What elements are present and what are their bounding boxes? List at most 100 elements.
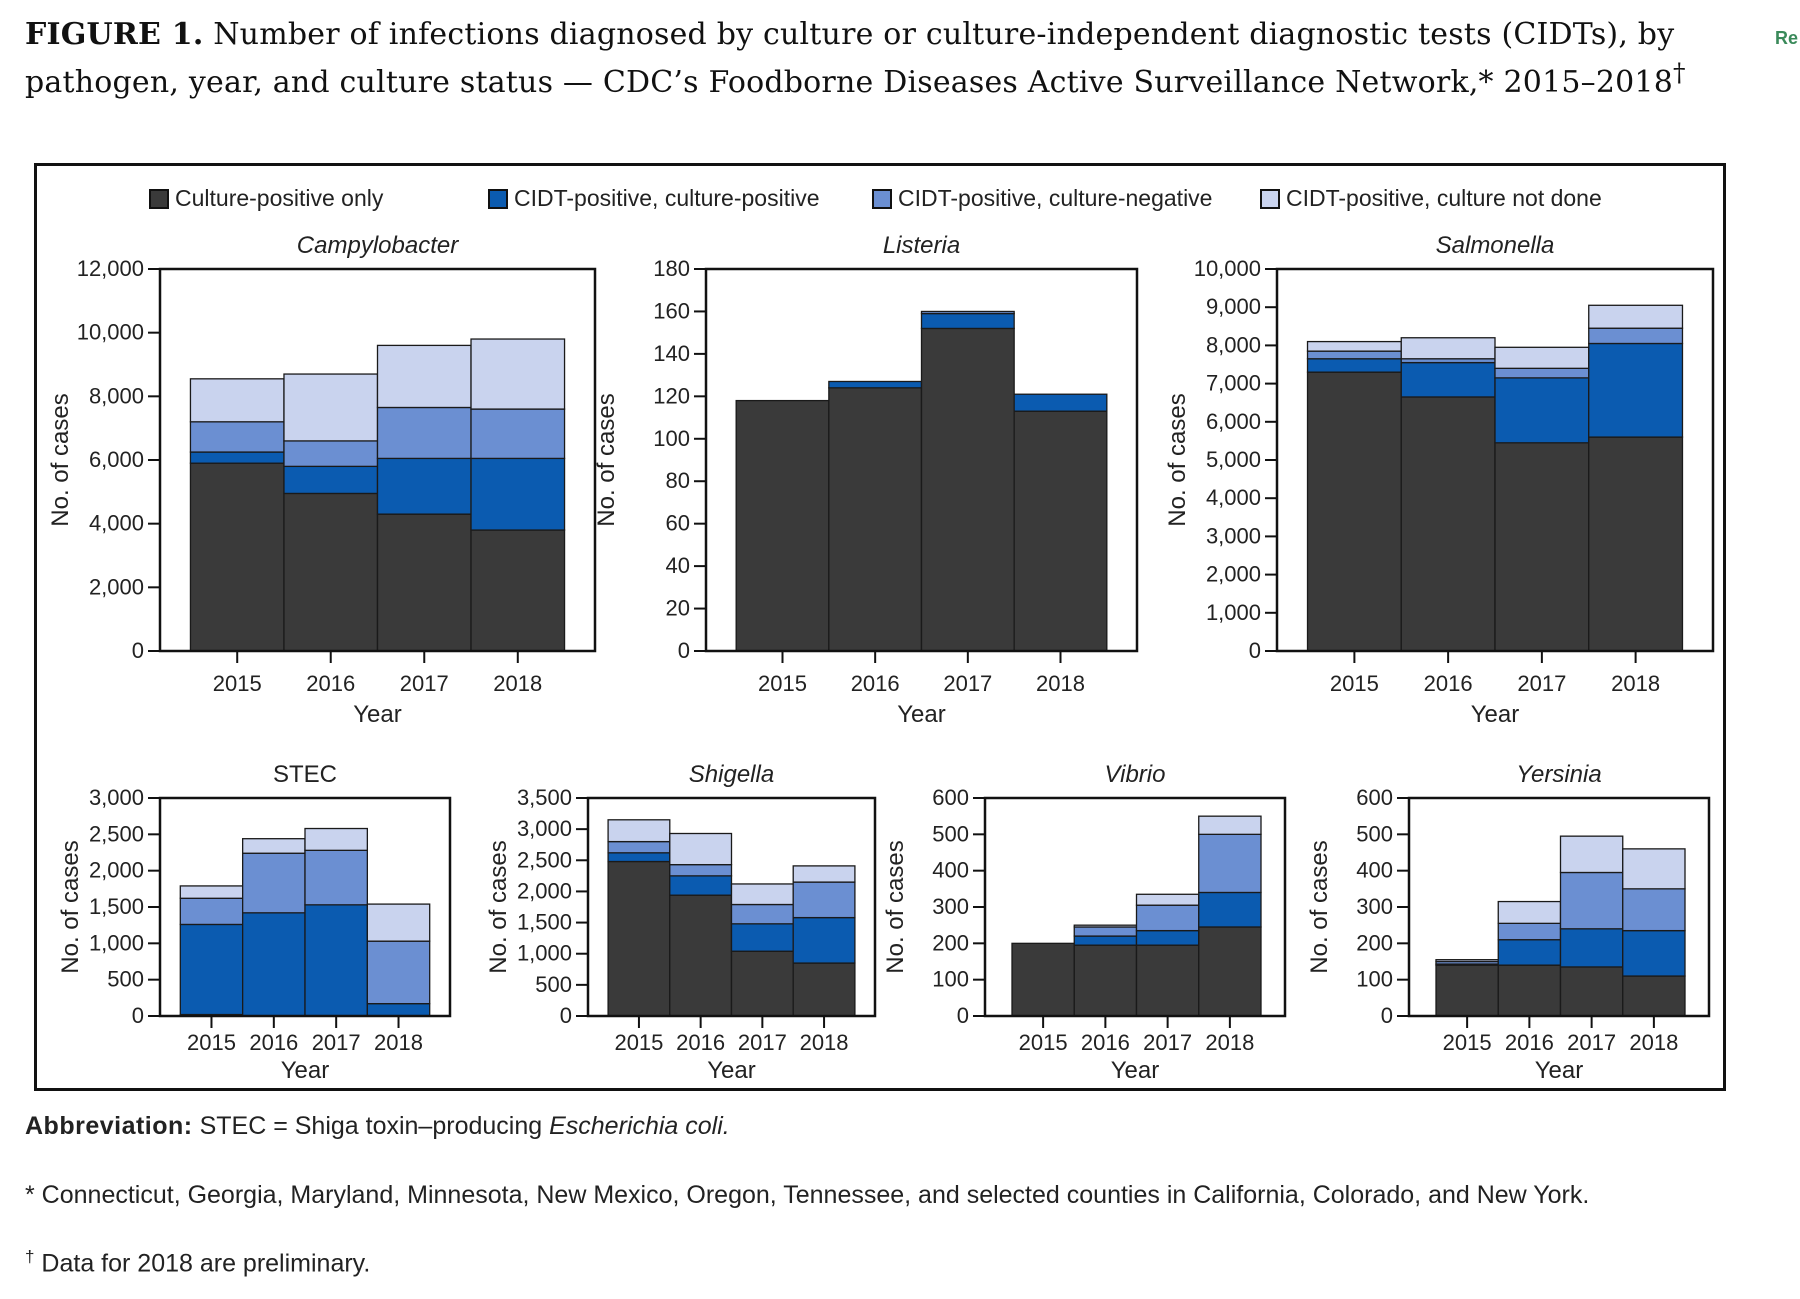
y-tick-label: 60 xyxy=(666,511,690,536)
bar-segment xyxy=(366,1002,431,1017)
chart-title: Listeria xyxy=(883,232,960,259)
y-tick-label: 500 xyxy=(107,967,144,992)
bar-segment xyxy=(669,863,733,877)
bar-segment xyxy=(283,373,379,442)
x-tick-label: 2015 xyxy=(614,1030,663,1055)
y-tick-label: 0 xyxy=(132,1003,144,1028)
legend-item-cidt-culture-negative: CIDT-positive, culture-negative xyxy=(872,185,1212,212)
x-tick-label: 2016 xyxy=(676,1030,725,1055)
x-tick-label: 2015 xyxy=(187,1030,236,1055)
y-tick-label: 200 xyxy=(932,930,969,955)
edge-text: Re xyxy=(1775,28,1799,48)
x-axis-label: Year xyxy=(1535,1057,1584,1084)
bar-segment xyxy=(1400,396,1496,652)
legend-swatch xyxy=(149,188,169,209)
dagger-mark: † xyxy=(25,1247,35,1266)
bar-segment xyxy=(1588,327,1684,345)
bar-segment xyxy=(792,865,856,883)
bar-segment xyxy=(366,940,431,1005)
bar-segment xyxy=(730,923,794,952)
bar-segment xyxy=(241,852,306,914)
y-axis-label: No. of cases xyxy=(485,840,512,973)
y-tick-label: 40 xyxy=(666,553,690,578)
y-tick-label: 1,000 xyxy=(517,941,572,966)
y-tick-label: 0 xyxy=(957,1003,969,1028)
bar-segment xyxy=(828,387,923,652)
y-axis-label: No. of cases xyxy=(593,393,620,526)
x-tick-label: 2017 xyxy=(1143,1030,1192,1055)
y-tick-label: 2,000 xyxy=(89,858,144,883)
bar-segment xyxy=(1073,935,1138,946)
bar-segment xyxy=(1198,891,1262,928)
chart-title: Shigella xyxy=(689,761,774,788)
bar-segment xyxy=(1559,871,1624,930)
bar-segment xyxy=(283,465,379,495)
y-tick-label: 3,500 xyxy=(517,785,572,810)
y-tick-label: 0 xyxy=(1381,1003,1393,1028)
y-tick-label: 5,000 xyxy=(1206,447,1261,472)
x-tick-label: 2018 xyxy=(1629,1030,1678,1055)
x-axis-label: Year xyxy=(1111,1057,1160,1084)
y-tick-label: 1,500 xyxy=(89,894,144,919)
bar-segment xyxy=(1494,377,1590,444)
y-tick-label: 160 xyxy=(653,298,690,323)
bar-segment xyxy=(1400,361,1496,398)
y-tick-label: 200 xyxy=(1356,930,1393,955)
y-tick-label: 3,000 xyxy=(89,785,144,810)
y-tick-label: 1,500 xyxy=(517,910,572,935)
figure-title: FIGURE 1. Number of infections diagnosed… xyxy=(25,16,1705,102)
y-tick-label: 100 xyxy=(1356,967,1393,992)
bar-segment xyxy=(304,827,368,851)
y-tick-label: 9,000 xyxy=(1206,294,1261,319)
bar-segment xyxy=(792,916,856,964)
y-tick-label: 2,500 xyxy=(517,847,572,872)
bar-segment xyxy=(607,840,671,854)
y-axis-label: No. of cases xyxy=(882,840,909,973)
y-tick-label: 120 xyxy=(653,383,690,408)
y-tick-label: 0 xyxy=(560,1003,572,1028)
figure-label: FIGURE 1. xyxy=(25,17,204,52)
bar-segment xyxy=(1494,442,1590,652)
y-tick-label: 7,000 xyxy=(1206,371,1261,396)
y-tick-label: 8,000 xyxy=(1206,332,1261,357)
bar-segment xyxy=(607,819,671,843)
x-tick-label: 2016 xyxy=(1081,1030,1130,1055)
y-tick-label: 1,000 xyxy=(89,930,144,955)
bar-segment xyxy=(189,421,285,453)
x-tick-label: 2018 xyxy=(800,1030,849,1055)
bar-segment xyxy=(1559,928,1624,968)
y-tick-label: 300 xyxy=(1356,894,1393,919)
bar-segment xyxy=(179,923,244,1016)
bar-segment xyxy=(735,399,830,652)
bar-segment xyxy=(669,894,733,1017)
y-tick-label: 500 xyxy=(1356,821,1393,846)
bar-segment xyxy=(189,378,285,423)
y-tick-label: 400 xyxy=(1356,858,1393,883)
bar-segment xyxy=(1494,346,1590,369)
bar-segment xyxy=(189,451,285,464)
bar-segment xyxy=(1497,964,1562,1017)
y-tick-label: 500 xyxy=(932,821,969,846)
bar-segment xyxy=(1622,888,1686,932)
bar-segment xyxy=(470,457,566,531)
y-tick-label: 2,000 xyxy=(517,878,572,903)
bar-segment xyxy=(1497,900,1562,924)
bar-segment xyxy=(1135,944,1200,1017)
bar-segment xyxy=(1497,939,1562,966)
bar-segment xyxy=(1306,340,1402,352)
abbreviation-text: STEC = Shiga toxin–producing xyxy=(192,1112,550,1140)
bar-segment xyxy=(241,912,306,1017)
y-tick-label: 2,000 xyxy=(89,574,144,599)
x-tick-label: 2017 xyxy=(738,1030,787,1055)
chart-title: Vibrio xyxy=(1105,761,1166,788)
legend-swatch xyxy=(488,188,508,209)
figure-frame xyxy=(34,163,1726,1091)
figure-title-text: Number of infections diagnosed by cultur… xyxy=(25,17,1675,100)
bar-segment xyxy=(1073,944,1138,1017)
bar-segment xyxy=(1135,929,1200,946)
y-tick-label: 400 xyxy=(932,858,969,883)
x-axis-label: Year xyxy=(897,701,946,728)
y-tick-label: 3,000 xyxy=(517,816,572,841)
bar-segment xyxy=(1435,959,1499,963)
y-tick-label: 6,000 xyxy=(89,447,144,472)
